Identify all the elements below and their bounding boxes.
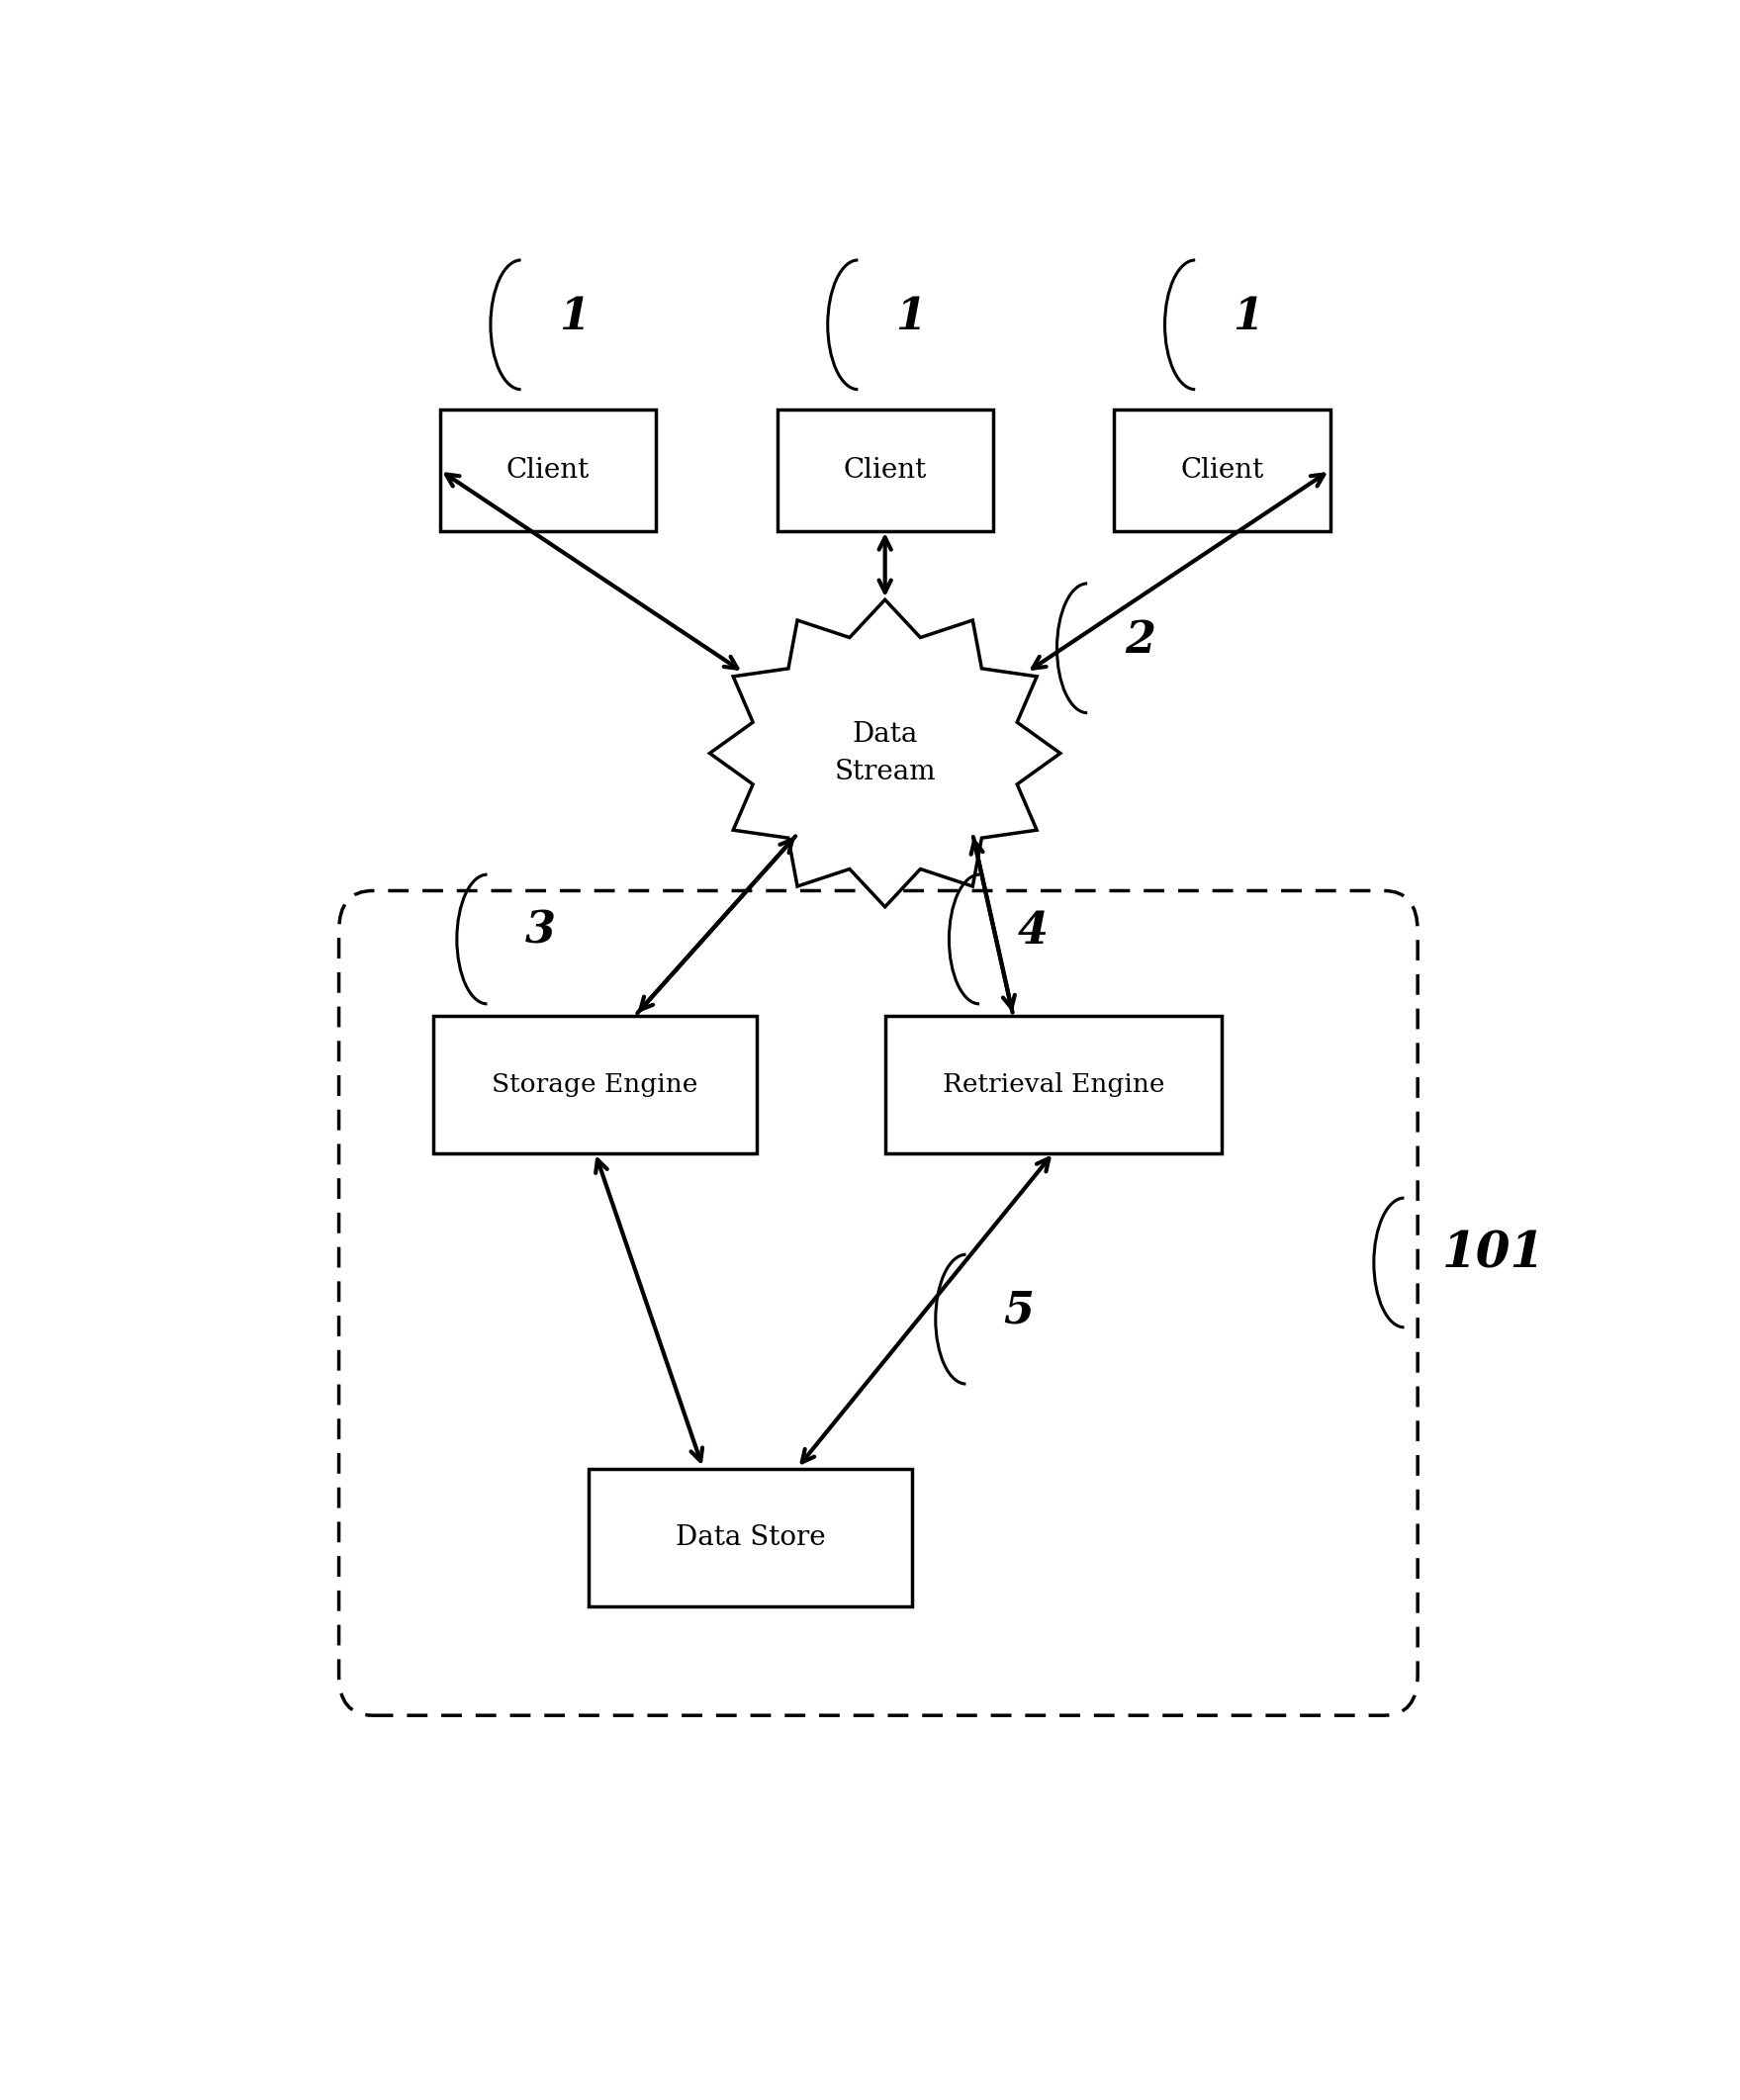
Polygon shape — [710, 601, 1060, 907]
Text: Data Store: Data Store — [675, 1525, 825, 1552]
Text: 1: 1 — [1234, 296, 1263, 338]
Text: 1: 1 — [896, 296, 926, 338]
Text: Data
Stream: Data Stream — [833, 722, 936, 785]
Text: 4: 4 — [1018, 909, 1047, 953]
Bar — [886, 1016, 1221, 1153]
Text: Client: Client — [506, 458, 590, 483]
Text: 101: 101 — [1442, 1231, 1545, 1279]
Bar — [433, 1016, 757, 1153]
Bar — [440, 410, 656, 531]
Text: Client: Client — [1180, 458, 1263, 483]
Text: 1: 1 — [559, 296, 590, 338]
Text: Retrieval Engine: Retrieval Engine — [943, 1073, 1164, 1096]
Text: 2: 2 — [1126, 620, 1155, 662]
Bar — [778, 410, 994, 531]
Bar — [588, 1468, 912, 1606]
Text: Client: Client — [844, 458, 927, 483]
Text: 3: 3 — [525, 909, 555, 953]
Text: Storage Engine: Storage Engine — [492, 1073, 698, 1096]
Bar — [1114, 410, 1329, 531]
Text: 5: 5 — [1004, 1289, 1034, 1331]
